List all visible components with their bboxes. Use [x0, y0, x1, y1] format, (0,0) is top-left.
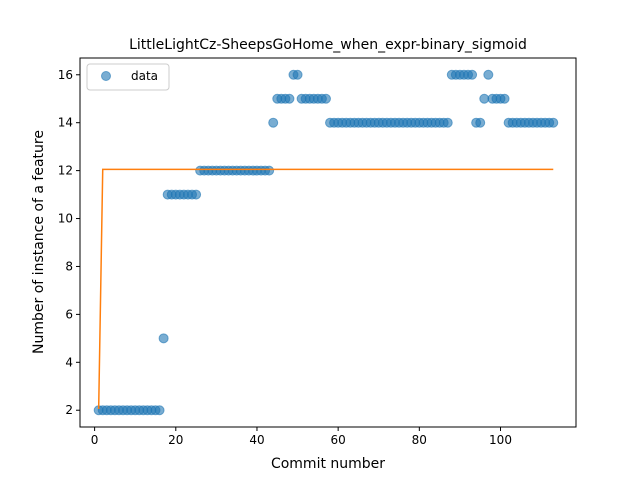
x-tick-label: 100 — [489, 433, 512, 447]
legend-box — [86, 63, 170, 91]
data-point — [483, 69, 494, 80]
y-tick-label: 4 — [65, 355, 73, 369]
axes-layer: 0 20 40 60 80 100 2 4 6 8 10 12 14 16 — [58, 68, 512, 447]
data-point — [154, 405, 165, 416]
data-point — [499, 93, 510, 104]
fit-line — [97, 168, 554, 410]
legend-marker-data — [101, 71, 111, 81]
data-point — [268, 117, 279, 128]
y-tick-label: 16 — [58, 68, 73, 82]
data-point — [320, 93, 331, 104]
data-point — [467, 69, 478, 80]
data-point — [475, 117, 486, 128]
data-point — [548, 117, 559, 128]
x-tick-label: 80 — [412, 433, 427, 447]
y-tick-label: 14 — [58, 116, 73, 130]
series-layer — [93, 69, 559, 416]
y-tick-label: 8 — [65, 259, 73, 273]
y-tick-label: 12 — [58, 164, 73, 178]
legend-label-data: data — [131, 69, 158, 83]
data-point — [442, 117, 453, 128]
x-axis-label: Commit number — [271, 456, 385, 472]
x-tick-label: 60 — [331, 433, 346, 447]
data-point — [191, 189, 202, 200]
legend: data — [86, 63, 170, 91]
y-tick-label: 2 — [65, 403, 73, 417]
data-point — [292, 69, 303, 80]
x-tick-label: 0 — [91, 433, 99, 447]
data-point — [264, 165, 275, 176]
data-point — [158, 333, 169, 344]
y-tick-label: 6 — [65, 307, 73, 321]
data-point — [284, 93, 295, 104]
chart-title: LittleLightCz-SheepsGoHome_when_expr-bin… — [129, 37, 527, 53]
x-tick-label: 40 — [249, 433, 264, 447]
x-tick-label: 20 — [168, 433, 183, 447]
plot-frame — [79, 57, 577, 428]
y-axis-label: Number of instance of a feature — [31, 130, 47, 354]
y-tick-label: 10 — [58, 212, 73, 226]
